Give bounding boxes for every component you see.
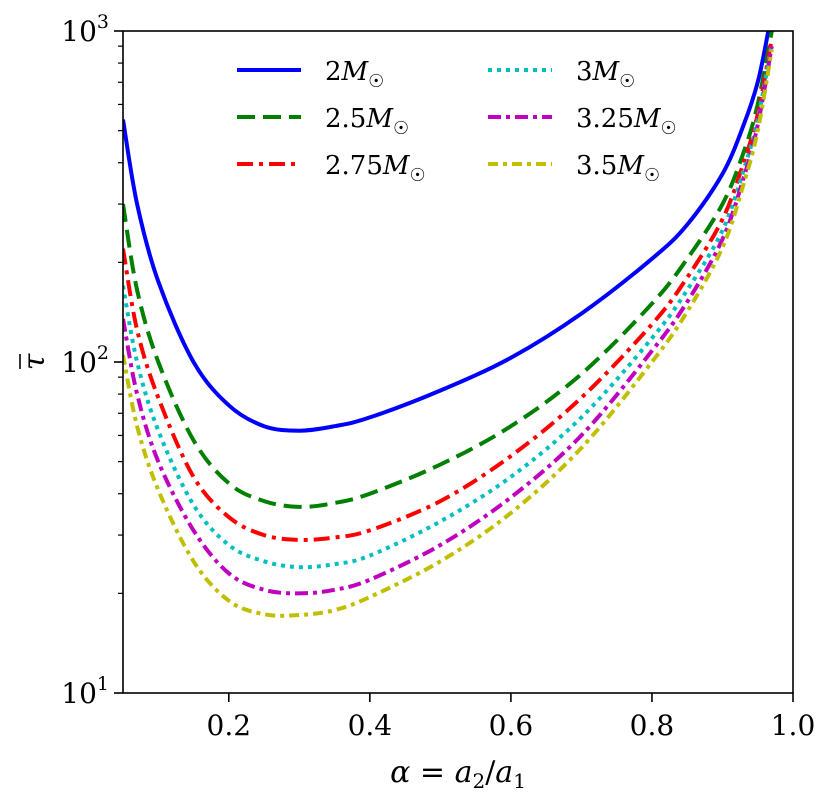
x-tick-label: 0.2 bbox=[207, 709, 252, 742]
svg-text:τ: τ bbox=[17, 353, 52, 370]
series-line-2 bbox=[123, 31, 774, 509]
x-tick-label: 0.4 bbox=[348, 709, 393, 742]
series-line-5 bbox=[123, 45, 774, 596]
series-line-3 bbox=[123, 38, 774, 542]
x-axis-label: α = a2/a1 bbox=[390, 755, 526, 793]
legend: 2M☉ 2.5M☉ 2.75M☉ 3M☉ 3.25M☉ 3.5M☉ bbox=[237, 57, 677, 186]
legend-label-2: 2.5M☉ bbox=[325, 104, 409, 139]
legend-label-4: 3M☉ bbox=[576, 57, 635, 92]
plot-frame bbox=[122, 30, 794, 694]
y-tick-label: 101 bbox=[61, 673, 109, 710]
y-tick-label: 103 bbox=[61, 11, 109, 48]
series-layer bbox=[123, 31, 774, 618]
ticks-layer: 0.2 0.4 0.6 0.8 1.0 101 102 103 bbox=[61, 11, 815, 742]
y-axis-label: τ bbox=[17, 353, 52, 370]
legend-label-3: 2.75M☉ bbox=[325, 151, 426, 186]
legend-label-5: 3.25M☉ bbox=[576, 104, 677, 139]
x-tick-label: 0.6 bbox=[489, 709, 534, 742]
x-tick-label: 0.8 bbox=[630, 709, 675, 742]
series-line-4 bbox=[123, 42, 774, 570]
x-tick-label: 1.0 bbox=[771, 709, 816, 742]
y-tick-label: 102 bbox=[61, 342, 109, 379]
legend-label-1: 2M☉ bbox=[325, 57, 384, 92]
series-line-6 bbox=[123, 49, 774, 618]
series-line-1 bbox=[123, 31, 771, 433]
legend-label-6: 3.5M☉ bbox=[576, 151, 660, 186]
